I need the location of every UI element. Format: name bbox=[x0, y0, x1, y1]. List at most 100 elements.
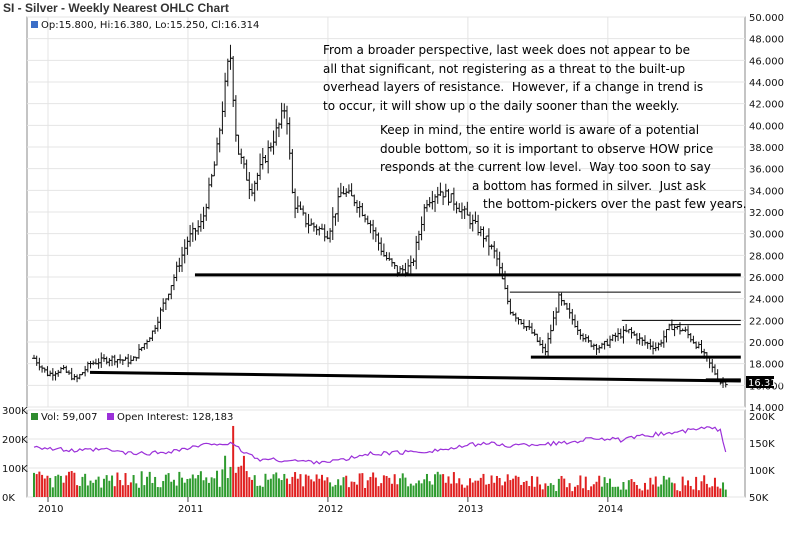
volume-bar bbox=[320, 474, 323, 497]
open-interest-line bbox=[33, 426, 727, 465]
y-tick-label: 48.000 bbox=[749, 35, 784, 46]
volume-bar bbox=[579, 475, 582, 497]
last-price-label: 16.314 bbox=[748, 378, 783, 389]
volume-bar bbox=[32, 472, 35, 497]
oi-legend-swatch bbox=[107, 413, 114, 420]
volume-bar bbox=[172, 479, 175, 497]
volume-bar bbox=[520, 484, 523, 497]
volume-bar bbox=[617, 486, 620, 497]
volume-bar bbox=[495, 475, 498, 497]
volume-bar bbox=[277, 478, 280, 497]
volume-bar bbox=[170, 481, 173, 497]
volume-bar bbox=[183, 482, 186, 497]
volume-bar bbox=[369, 476, 372, 497]
volume-bar bbox=[627, 480, 630, 497]
volume-bar bbox=[622, 482, 625, 497]
volume-bar bbox=[514, 475, 517, 497]
volume-bar bbox=[417, 480, 420, 497]
volume-bar bbox=[676, 490, 679, 497]
volume-bar bbox=[304, 474, 307, 497]
volume-bar bbox=[388, 477, 391, 497]
volume-bar bbox=[199, 471, 202, 497]
volume-bar bbox=[345, 475, 348, 497]
volume-bar bbox=[355, 484, 358, 497]
volume-bar bbox=[517, 476, 520, 497]
volume-bar bbox=[97, 476, 100, 497]
chart-title: SI - Silver - Weekly Nearest OHLC Chart bbox=[3, 1, 229, 15]
volume-bar bbox=[275, 472, 278, 497]
volume-bar bbox=[124, 473, 127, 497]
volume-bar bbox=[189, 478, 192, 497]
volume-bar bbox=[73, 472, 76, 497]
volume-bar bbox=[76, 485, 79, 497]
volume-bar bbox=[78, 485, 81, 497]
annotation-line: the bottom-pickers over the past few yea… bbox=[483, 197, 747, 211]
volume-bar bbox=[638, 488, 641, 497]
volume-bar bbox=[256, 485, 259, 497]
volume-bar bbox=[372, 472, 375, 497]
volume-bar bbox=[436, 471, 439, 497]
y-tick-label: 46.000 bbox=[749, 56, 784, 67]
volume-bar bbox=[396, 484, 399, 497]
volume-bar bbox=[35, 474, 38, 497]
volume-bar bbox=[364, 487, 367, 497]
volume-bar bbox=[213, 478, 216, 497]
y-tick-label: 26.000 bbox=[749, 273, 784, 284]
volume-bar bbox=[162, 481, 165, 497]
volume-bar bbox=[143, 485, 146, 497]
volume-bar bbox=[248, 477, 251, 497]
annotation-line: a bottom has formed in silver. Just ask bbox=[472, 178, 707, 193]
volume-bar bbox=[469, 478, 472, 497]
volume-bar bbox=[41, 474, 44, 497]
y-tick-label: 24.000 bbox=[749, 295, 784, 306]
volume-bar bbox=[323, 480, 326, 497]
y-tick-label: 20.000 bbox=[749, 338, 784, 349]
volume-bar bbox=[111, 475, 114, 497]
volume-bar bbox=[506, 474, 509, 497]
volume-bar bbox=[708, 487, 711, 497]
volume-bar bbox=[86, 485, 89, 497]
volume-bar bbox=[654, 476, 657, 497]
volume-bar bbox=[689, 485, 692, 497]
volume-bar bbox=[51, 487, 54, 497]
volume-bar bbox=[65, 475, 68, 497]
annotation-line: to occur, it will show up o the daily so… bbox=[323, 98, 680, 113]
volume-bar bbox=[700, 481, 703, 497]
volume-bar bbox=[560, 475, 563, 497]
volume-bar bbox=[310, 479, 313, 497]
volume-bar bbox=[662, 475, 665, 497]
volume-bar bbox=[641, 490, 644, 497]
volume-bar bbox=[159, 487, 162, 497]
volume-bar bbox=[504, 481, 507, 497]
volume-bar bbox=[614, 486, 617, 497]
volume-bar bbox=[608, 478, 611, 497]
volume-bar bbox=[719, 488, 722, 497]
volume-tick-label: 200K bbox=[2, 435, 28, 446]
price-legend: Op:15.800, Hi:16.380, Lo:15.250, Cl:16.3… bbox=[41, 20, 259, 31]
volume-bar bbox=[146, 476, 149, 497]
volume-bar bbox=[318, 478, 321, 497]
volume-bar bbox=[59, 475, 62, 497]
volume-bar bbox=[81, 476, 84, 497]
volume-bar bbox=[181, 477, 184, 497]
volume-bar bbox=[296, 478, 299, 497]
y-tick-label: 50.000 bbox=[749, 13, 784, 24]
annotation-paragraph-1: From a broader perspective, last week do… bbox=[323, 41, 703, 115]
oi-legend: Open Interest: 128,183 bbox=[117, 412, 233, 423]
volume-bar bbox=[57, 474, 60, 497]
volume-bar bbox=[140, 471, 143, 497]
volume-bar bbox=[119, 480, 122, 497]
volume-bar bbox=[259, 485, 262, 497]
volume-bar bbox=[539, 484, 542, 497]
volume-bar bbox=[431, 484, 434, 497]
volume-bar bbox=[460, 484, 463, 497]
volume-bar bbox=[216, 470, 219, 497]
volume-bar bbox=[164, 474, 167, 497]
volume-bar bbox=[713, 477, 716, 497]
volume-bar bbox=[358, 473, 361, 497]
volume-bar bbox=[221, 469, 224, 497]
volume-bar bbox=[555, 491, 558, 497]
volume-bar bbox=[474, 480, 477, 497]
volume-bar bbox=[307, 475, 310, 497]
volume-bar bbox=[522, 482, 525, 497]
